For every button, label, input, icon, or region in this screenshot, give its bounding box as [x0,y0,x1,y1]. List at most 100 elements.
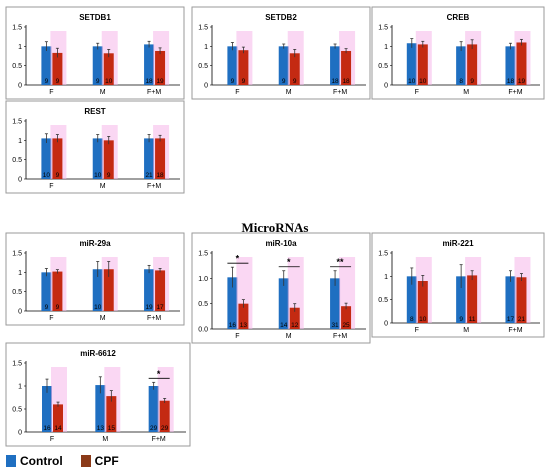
legend: Control CPF [6,454,131,468]
bar-mir-10a-control-f [227,277,238,329]
bar-mir-221-cpf-f [417,281,428,323]
bar-mir-10a-control-fplusm [330,278,341,329]
sample-size-label: 19 [156,78,164,85]
legend-control: Control [6,454,63,468]
bar-setdb1-control-f [41,46,52,85]
bar-mir-6612-control-m [95,385,106,432]
significance-label: * [287,257,291,267]
x-tick-label: F+M [508,327,522,334]
bar-setdb1-cpf-m [103,53,114,85]
x-tick-label: F+M [147,183,161,190]
bar-creb-control-f [406,43,417,85]
sample-size-label: 16 [43,425,51,432]
y-tick-label: 1.5 [12,251,22,258]
x-tick-label: M [100,89,106,96]
y-tick-label: 1 [18,138,22,145]
bar-rest-control-fplusm [144,138,155,179]
sample-size-label: 12 [291,322,299,329]
sample-size-label: 13 [97,425,105,432]
sample-size-label: 18 [156,172,164,179]
bar-mir-221-control-m [456,276,467,323]
sample-size-label: 21 [518,316,526,323]
x-tick-label: F+M [333,333,347,340]
sample-size-label: 14 [54,425,62,432]
y-tick-label: 0.5 [12,407,22,414]
y-tick-label: 1 [204,44,208,51]
bar-mir-221-control-f [406,276,417,323]
x-tick-label: M [463,327,469,334]
y-tick-label: 0 [18,83,22,90]
sample-size-label: 9 [56,172,60,179]
bar-mir-6612-cpf-f [53,404,63,432]
x-tick-label: M [286,89,292,96]
bar-creb-cpf-f [417,44,428,85]
sample-size-label: 29 [150,425,158,432]
bar-setdb2-control-fplusm [330,46,341,85]
sample-size-label: 21 [145,172,153,179]
x-tick-label: F [49,89,53,96]
y-tick-label: 1.5 [378,25,388,32]
sample-size-label: 9 [96,78,100,85]
bar-mir-29a-cpf-m [103,269,114,311]
sample-size-label: 18 [145,78,153,85]
bar-rest-control-m [92,138,103,179]
sample-size-label: 9 [45,78,49,85]
sample-size-label: 10 [94,304,102,311]
sample-size-label: 9 [470,78,474,85]
bar-setdb2-control-f [227,46,238,85]
sample-size-label: 10 [419,78,427,85]
sample-size-label: 10 [94,172,102,179]
y-tick-label: 1.5 [12,25,22,32]
sample-size-label: 10 [419,316,427,323]
sample-size-label: 17 [156,304,164,311]
y-tick-label: 0 [18,177,22,184]
sample-size-label: 8 [410,316,414,323]
sample-size-label: 25 [342,322,350,329]
x-tick-label: M [463,89,469,96]
sample-size-label: 9 [56,304,60,311]
bar-mir-29a-control-m [92,269,103,311]
sample-size-label: 13 [240,322,248,329]
sample-size-label: 18 [342,78,350,85]
sample-size-label: 10 [408,78,416,85]
legend-cpf-swatch [80,455,91,467]
y-tick-label: 0.5 [378,297,388,304]
sample-size-label: 19 [518,78,526,85]
legend-control-swatch [6,455,16,467]
bar-mir-10a-cpf-f [238,303,249,329]
x-tick-label: F+M [147,89,161,96]
y-tick-label: 0.5 [198,301,208,308]
x-tick-label: M [102,436,108,443]
x-tick-label: F [50,436,54,443]
bar-creb-cpf-m [467,44,478,85]
y-tick-label: 1.5 [12,361,22,368]
bar-mir-6612-control-f [42,386,52,432]
sample-size-label: 9 [282,78,286,85]
bar-creb-cpf-fplusm [516,42,527,85]
significance-label: * [157,369,161,379]
x-tick-label: F+M [508,89,522,96]
sample-size-label: 9 [107,172,111,179]
bar-mir-6612-cpf-m [106,396,117,432]
sample-size-label: 17 [507,316,515,323]
legend-cpf-label: CPF [94,454,119,468]
sample-size-label: 9 [45,304,49,311]
y-tick-label: 1.0 [198,276,208,283]
sample-size-label: 10 [43,172,51,179]
x-tick-label: F+M [147,315,161,322]
bar-mir-29a-cpf-f [52,271,63,311]
bar-setdb1-cpf-fplusm [155,50,166,85]
chart-title-setdb2: SETDB2 [265,13,297,22]
bar-mir-6612-control-fplusm [148,386,159,432]
sample-size-label: 16 [229,322,237,329]
sample-size-label: 9 [459,316,463,323]
y-tick-label: 0.0 [198,327,208,334]
bar-setdb2-control-m [278,46,289,85]
sample-size-label: 31 [331,322,339,329]
chart-title-mir-29a: miR-29a [79,239,111,248]
sample-size-label: 19 [145,304,153,311]
y-tick-label: 0.5 [12,157,22,164]
bar-mir-221-control-fplusm [505,276,516,323]
bar-rest-control-f [41,138,52,179]
